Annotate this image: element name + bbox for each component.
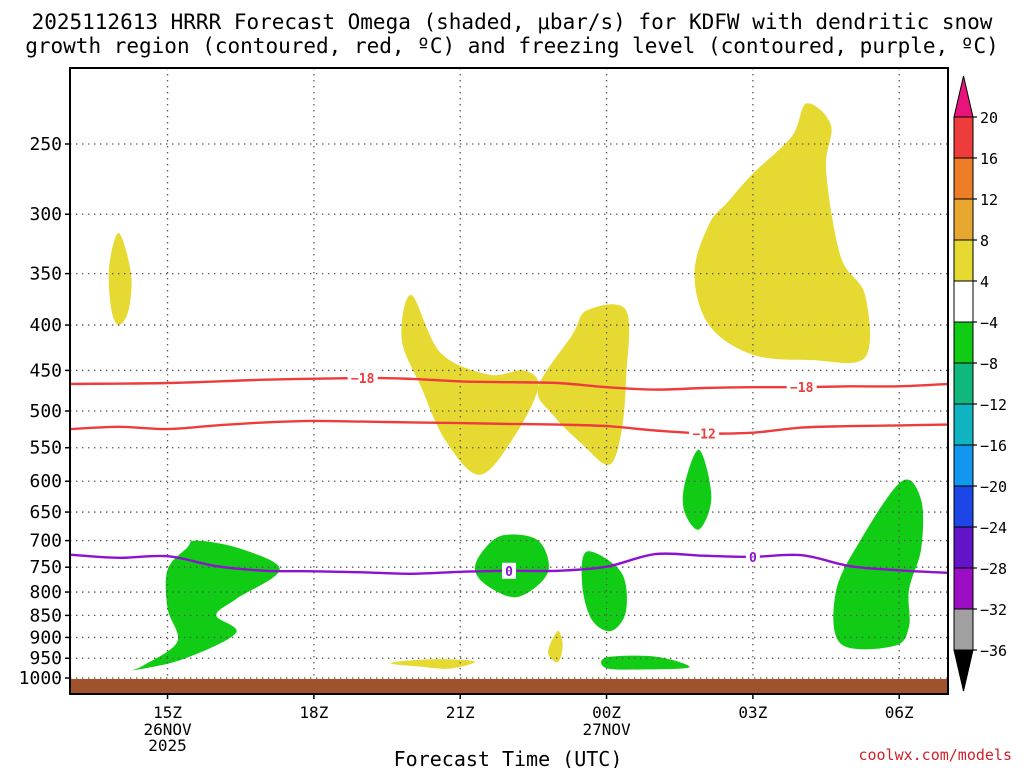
colorbar-band-0 [953,116,974,159]
colorbar-label-13: −36 [980,642,1007,660]
y-tick-label-800: 800 [29,582,62,603]
y-tick-label-500: 500 [29,401,62,422]
colorbar-band-9 [953,485,974,528]
x-tick-sublabel-27NOV: 27NOV [582,720,631,739]
x-tick-label-00Z: 00Z [592,703,621,722]
minus12-contour [69,419,949,435]
ground-layer [70,678,948,694]
y-tick-label-850: 850 [29,605,62,626]
x-tick-label-03Z: 03Z [738,703,767,722]
freezing-label-0: 0 [505,565,513,580]
colorbar-band-11 [953,567,974,610]
freezing-label-1: 0 [749,551,757,566]
colorbar-label-5: −4 [980,314,998,332]
colorbar-band-2 [953,198,974,241]
x-tick-label-21Z: 21Z [446,703,475,722]
contour-lines: −18 −18 −12 0 0 [69,370,949,580]
y-tick-label-300: 300 [29,204,62,225]
site-credit: coolwx.com/models [858,746,1012,764]
colorbar-label-1: 16 [980,150,998,168]
minus18-label-bg-1 [786,379,817,396]
minus18-contour [69,376,949,391]
omega-pos-d [694,103,871,364]
colorbar-label-6: −8 [980,355,998,373]
y-tick-label-450: 450 [29,360,62,381]
y-tick-label-250: 250 [29,134,62,155]
x-tick-sublabel-26NOV: 26NOV [143,720,192,739]
colorbar-label-8: −16 [980,437,1007,455]
minus18-label-bg-0 [347,370,378,387]
colorbar-label-7: −12 [980,396,1007,414]
minus18-label-1: −18 [790,381,814,396]
ground-fill [70,678,948,694]
colorbar-label-9: −20 [980,478,1007,496]
minus18-label-0: −18 [351,372,375,387]
colorbar-label-10: −24 [980,519,1007,537]
colorbar-band-6 [953,362,974,405]
omega-pos-a [108,232,132,325]
colorbar-band-8 [953,444,974,487]
chart-title-line-1: 2025112613 HRRR Forecast Omega (shaded, … [31,10,993,34]
colorbar-label-0: 20 [980,109,998,127]
gridlines [70,68,948,694]
y-tick-label-400: 400 [29,315,62,336]
omega-pos-e [390,659,476,669]
x-tick-label-18Z: 18Z [299,703,328,722]
colorbar-label-2: 12 [980,191,998,209]
colorbar-label-3: 8 [980,232,989,250]
colorbar-band-3 [953,239,974,282]
minus12-label-bg-0 [689,425,720,442]
colorbar-band-4 [953,280,974,323]
y-tick-label-1000: 1000 [19,668,62,689]
y-tick-label-900: 900 [29,627,62,648]
freezing-label-bg-0 [502,562,516,579]
shaded-regions [108,103,924,671]
omega-neg-f [833,479,924,650]
omega-pos-b [401,294,539,475]
omega-neg-c [581,551,627,632]
colorbar-band-7 [953,403,974,446]
minus12-label-0: −12 [692,427,715,442]
colorbar-band-10 [953,526,974,569]
plot-frame [69,67,949,695]
y-tick-label-600: 600 [29,471,62,492]
x-tick-sublabel-2025: 2025 [148,736,187,755]
omega-pos-f [548,630,563,663]
y-tick-label-950: 950 [29,648,62,669]
x-tick-label-06Z: 06Z [885,703,914,722]
x-tick-label-15Z: 15Z [153,703,182,722]
colorbar-label-11: −28 [980,560,1007,578]
colorbar-band-5 [953,321,974,364]
x-axis-label: Forecast Time (UTC) [394,747,623,768]
omega-neg-d [601,655,690,670]
colorbar: 20 16 12 8 4 −4 −8 −12 −16 −20 −24 −28 −32 −36 [953,75,1007,692]
omega-neg-a [131,540,280,671]
y-tick-label-550: 550 [29,438,62,459]
colorbar-bottom-arrow [953,649,974,692]
y-tick-label-750: 750 [29,557,62,578]
freezing-label-bg-1 [745,548,760,565]
omega-neg-e [682,449,712,530]
colorbar-label-12: −32 [980,601,1007,619]
chart-title-line-2: growth region (contoured, red, ºC) and f… [25,34,999,58]
y-tick-label-700: 700 [29,531,62,552]
y-tick-label-650: 650 [29,502,62,523]
colorbar-top-arrow [953,75,974,118]
colorbar-label-4: 4 [980,273,989,291]
y-tick-label-350: 350 [29,264,62,285]
colorbar-band-12 [953,608,974,651]
colorbar-band-1 [953,157,974,200]
axes: 2503003504004505005506006507007508008509… [19,67,949,755]
